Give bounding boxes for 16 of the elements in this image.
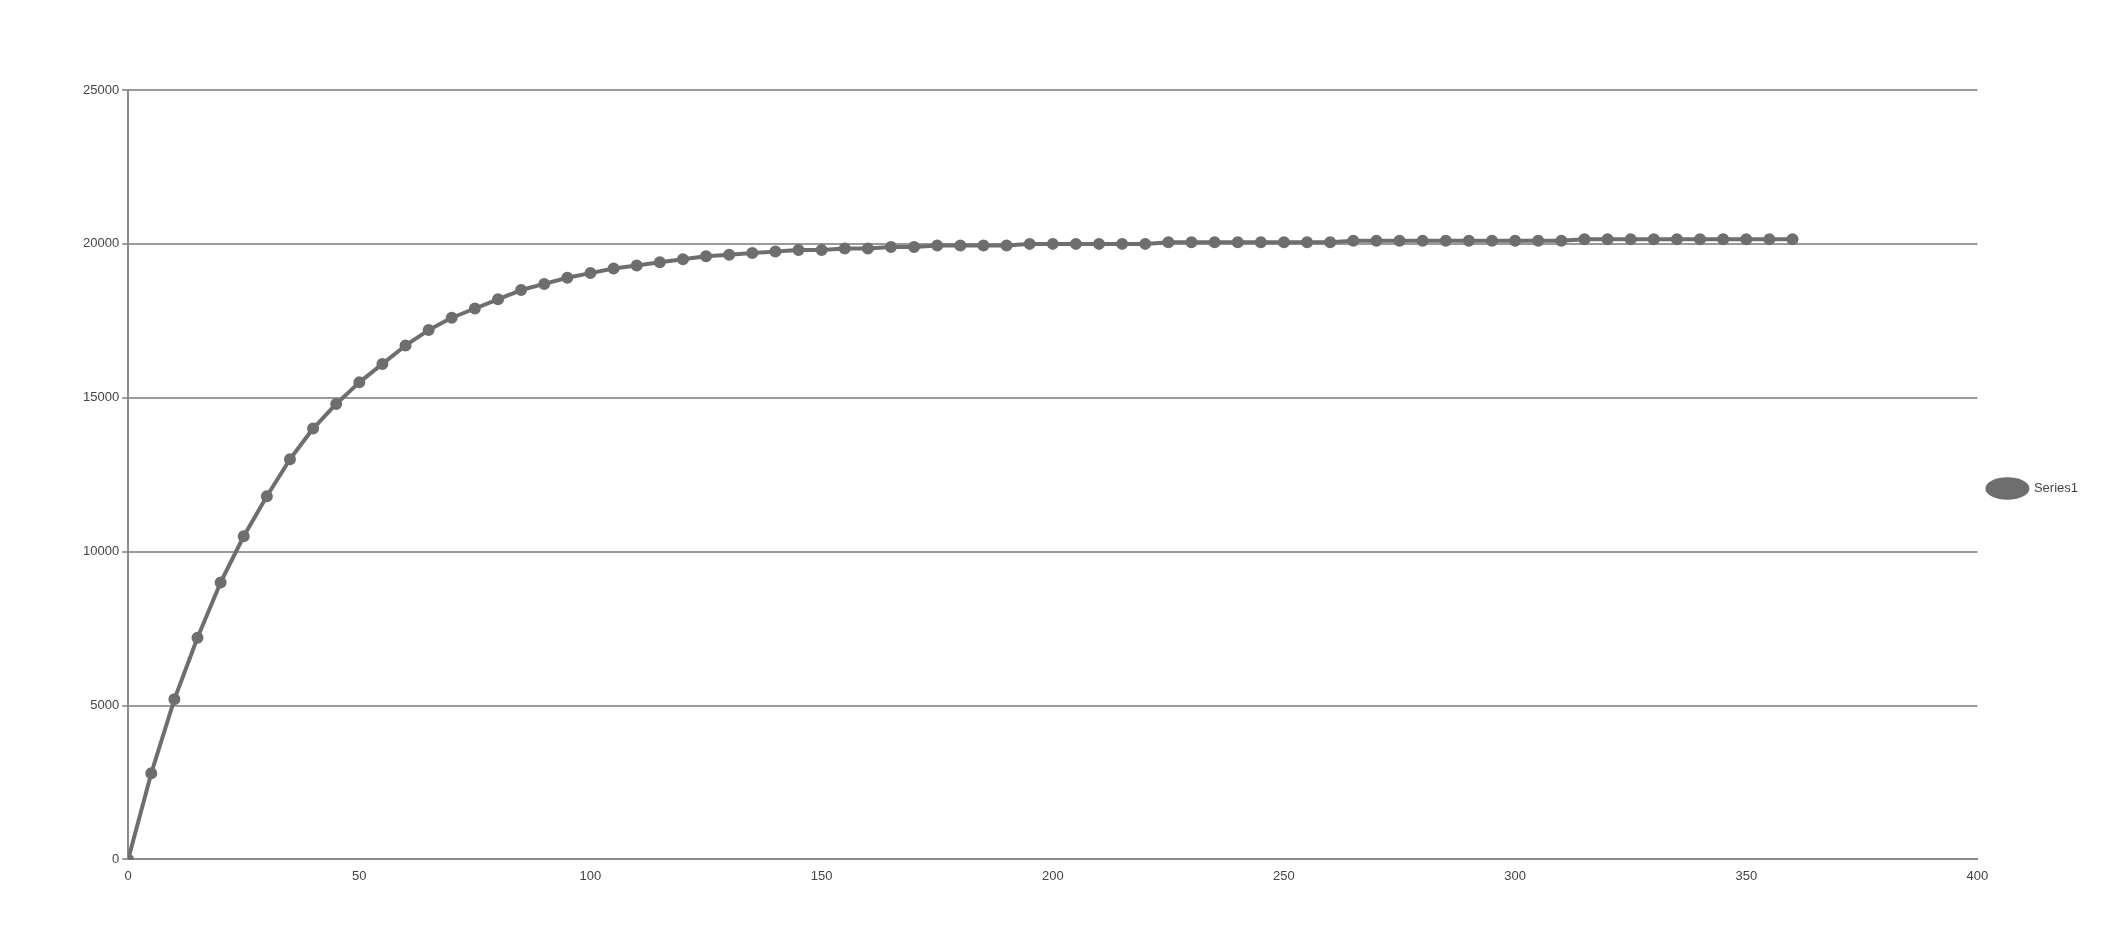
x-tick-label: 150 [810, 867, 833, 883]
y-tick-label: 20000 [82, 235, 120, 251]
y-tick-label: 5000 [90, 697, 120, 713]
x-tick-label: 250 [1273, 867, 1295, 883]
x-tick-label: 100 [579, 867, 602, 883]
y-tick-label: 15000 [82, 389, 120, 405]
x-tick-label: 350 [1735, 867, 1758, 883]
x-tick-label: 0 [124, 867, 132, 883]
x-tick-label: 400 [1966, 867, 1989, 883]
x-tick-label: 300 [1504, 867, 1526, 883]
y-tick-label: 10000 [82, 543, 120, 559]
y-tick-label: 0 [111, 850, 120, 866]
x-tick-label: 200 [1041, 867, 1064, 883]
y-tick-label: 25000 [82, 81, 120, 97]
x-tick-label: 50 [352, 867, 367, 883]
legend-label: Series1 [2033, 480, 2078, 496]
